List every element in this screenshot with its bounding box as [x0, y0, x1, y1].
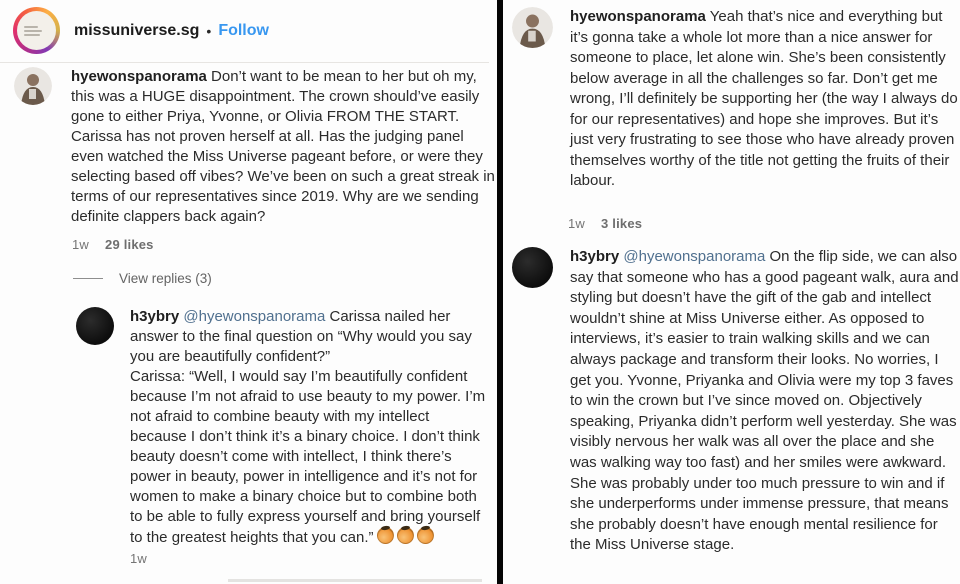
- comment-mention[interactable]: @hyewonspanorama: [619, 248, 766, 265]
- follow-button[interactable]: Follow: [218, 21, 269, 39]
- view-replies-label[interactable]: View replies (3): [119, 271, 212, 286]
- panel-divider-bar: [497, 0, 503, 584]
- comment-body: Don’t want to be mean to her but oh my, …: [71, 68, 495, 225]
- hyewonspanorama-avatar[interactable]: [512, 7, 553, 48]
- pinched-fingers-emoji: [396, 527, 414, 544]
- reply-mention[interactable]: @hyewonspanorama: [179, 308, 326, 325]
- comment-meta: 1w 29 likes: [72, 237, 154, 252]
- reply-meta: 1w: [130, 551, 147, 566]
- missuniverse-logo-icon: [17, 11, 56, 50]
- comment-text: h3ybry @hyewonspanorama On the flip side…: [570, 247, 960, 556]
- hand-emoji-row: [374, 527, 434, 546]
- comment-timestamp: 1w: [72, 237, 90, 252]
- view-replies-line: [73, 278, 103, 279]
- comment-body: Yeah that’s nice and everything but it’s…: [570, 8, 958, 189]
- reply-username[interactable]: h3ybry: [130, 308, 180, 325]
- comment-text: hyewonspanorama Yeah that’s nice and eve…: [570, 7, 958, 192]
- comment-meta: 1w 3 likes: [568, 216, 642, 231]
- post-author-username[interactable]: missuniverse.sg: [74, 21, 200, 39]
- comment-body: On the flip side, we can also say that s…: [570, 248, 959, 554]
- reply-h3ybry-left: h3ybry @hyewonspanorama Carissa nailed h…: [76, 307, 486, 548]
- reply-timestamp: 1w: [130, 551, 148, 566]
- right-screenshot-panel: hyewonspanorama Yeah that’s nice and eve…: [503, 0, 960, 584]
- missuniverse-avatar[interactable]: [13, 7, 60, 54]
- post-header: missuniverse.sg • Follow: [13, 7, 269, 54]
- header-separator-dot: •: [206, 22, 212, 39]
- reply-text: h3ybry @hyewonspanorama Carissa nailed h…: [130, 307, 486, 548]
- comment-h3ybry-right: h3ybry @hyewonspanorama On the flip side…: [512, 247, 960, 556]
- comment-username[interactable]: h3ybry: [570, 248, 620, 265]
- comment-hyewonspanorama-left: hyewonspanorama Don’t want to be mean to…: [14, 67, 497, 227]
- comment-like-count[interactable]: 3 likes: [601, 216, 643, 231]
- comment-hyewonspanorama-right: hyewonspanorama Yeah that’s nice and eve…: [512, 7, 958, 192]
- pinched-fingers-emoji: [376, 527, 394, 544]
- left-screenshot-panel: missuniverse.sg • Follow hyewonspanorama…: [0, 0, 497, 584]
- comment-like-count[interactable]: 29 likes: [105, 237, 154, 252]
- header-divider: [0, 62, 489, 63]
- comment-username[interactable]: hyewonspanorama: [71, 68, 207, 85]
- pinched-fingers-emoji: [416, 527, 434, 544]
- h3ybry-avatar[interactable]: [76, 307, 114, 345]
- h3ybry-avatar[interactable]: [512, 247, 553, 288]
- comment-timestamp: 1w: [568, 216, 586, 231]
- view-replies-control[interactable]: View replies (3): [73, 271, 212, 286]
- comment-text: hyewonspanorama Don’t want to be mean to…: [71, 67, 497, 227]
- cut-off-next-comment: [228, 579, 482, 582]
- comment-username[interactable]: hyewonspanorama: [570, 8, 706, 25]
- hyewonspanorama-avatar[interactable]: [14, 67, 52, 105]
- reply-body: Carissa nailed her answer to the final q…: [130, 308, 486, 546]
